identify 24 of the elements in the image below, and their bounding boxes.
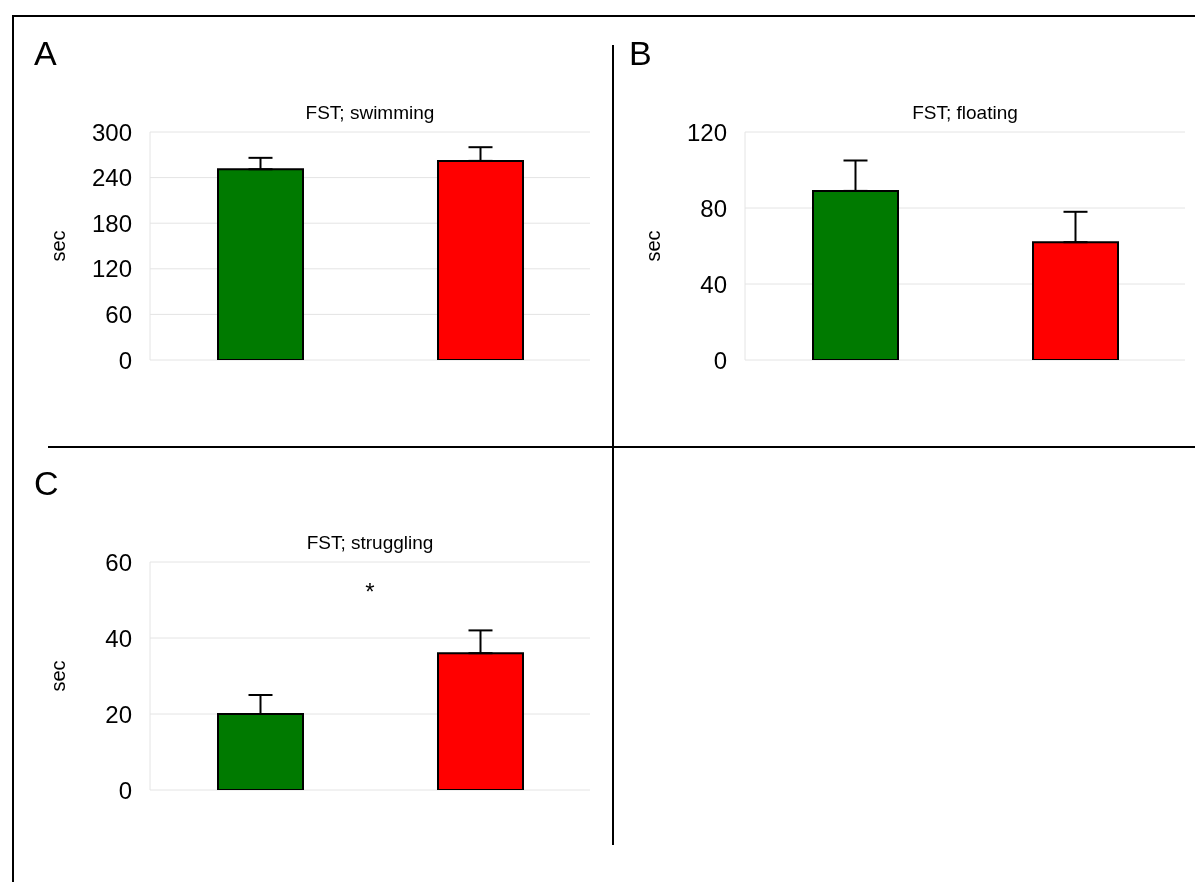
y-tick-label: 0 [118,346,132,374]
y-tick-label: 0 [713,346,727,374]
y-tick-label: 240 [91,164,132,192]
annotation: * [364,578,376,606]
chart-title: FST; struggling [305,532,435,554]
text: B [629,34,652,73]
y-tick-label: 0 [118,776,132,804]
y-tick-label: 20 [105,700,132,728]
y-tick-label: 40 [700,270,727,298]
y-tick-label: 60 [105,548,132,576]
y-tick-label: 60 [105,300,132,328]
text: C [34,464,59,503]
y-tick-label: 180 [91,209,132,237]
y-tick-label: 80 [700,194,727,222]
y-tick-label: 120 [91,255,132,283]
y-tick-label: 300 [91,118,132,146]
y-axis-title: sec [47,660,70,692]
text: A [34,34,57,73]
y-tick-label: 40 [105,624,132,652]
y-tick-label: 120 [686,118,727,146]
y-axis-title: sec [47,230,70,262]
chart-title: FST; floating [911,102,1019,124]
chart-title: FST; swimming [304,102,436,124]
y-axis-title: sec [642,230,665,262]
